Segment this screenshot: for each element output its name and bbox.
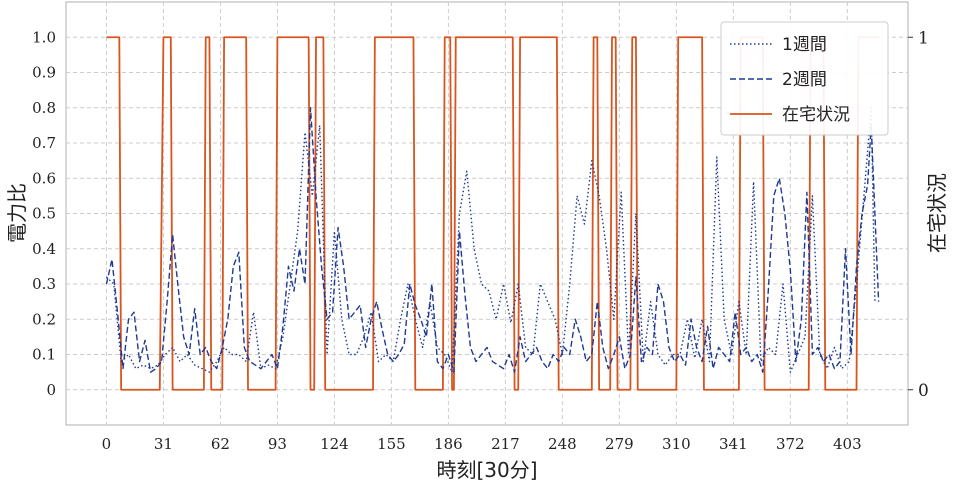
x-tick-label: 124: [320, 435, 349, 453]
x-tick-label: 155: [377, 435, 406, 453]
legend-label-week2: 2週間: [782, 70, 827, 90]
y-tick-label: 0.2: [32, 310, 56, 328]
legend: 1週間 2週間 在宅状況: [720, 21, 889, 136]
y2-tick-label: 0: [918, 381, 929, 401]
x-tick-label: 341: [719, 435, 748, 453]
y-tick-label: 0: [46, 381, 56, 399]
legend-label-occupancy: 在宅状況: [782, 105, 850, 125]
x-tick-label: 403: [833, 435, 862, 453]
y-tick-label: 0.1: [32, 346, 56, 364]
x-tick-label: 31: [154, 435, 173, 453]
y-tick-label: 0.8: [32, 99, 56, 117]
x-tick-label: 217: [491, 435, 520, 453]
legend-box: [720, 21, 889, 136]
x-tick-label: 62: [211, 435, 230, 453]
y-axis-ticks: 0 0.1 0.2 0.3 0.4 0.5 0.6 0.7 0.8 0.9 1.0: [32, 28, 56, 399]
y-tick-label: 1.0: [32, 28, 56, 46]
y-axis-title: 電力比: [5, 183, 29, 243]
x-axis-title: 時刻[30分]: [436, 458, 537, 482]
y-tick-label: 0.9: [32, 64, 56, 82]
y-tick-label: 0.4: [32, 240, 56, 258]
y-tick-label: 0.3: [32, 275, 56, 293]
y-tick-label: 0.7: [32, 134, 56, 152]
series-line-occupancy: [106, 36, 879, 391]
x-tick-label: 310: [662, 435, 691, 453]
y2-tick-label: 1: [918, 28, 929, 48]
y2-axis-ticks: 01: [908, 28, 929, 401]
x-tick-label: 372: [776, 435, 805, 453]
x-tick-label: 0: [102, 435, 112, 453]
y-tick-label: 0.6: [32, 169, 56, 187]
x-axis-ticks: 0 31 62 93 124 155 186 217 248 279 310 341 372 403: [102, 435, 862, 453]
x-tick-label: 186: [434, 435, 463, 453]
x-tick-label: 93: [268, 435, 287, 453]
y2-axis-title: 在宅状況: [925, 173, 949, 253]
series-line-week1: [105, 107, 876, 373]
x-tick-label: 248: [548, 435, 577, 453]
series-line-week2: [105, 107, 880, 373]
legend-label-week1: 1週間: [782, 35, 827, 55]
x-tick-label: 279: [605, 435, 634, 453]
y-tick-label: 0.5: [32, 205, 56, 223]
series-layer: [105, 36, 880, 391]
